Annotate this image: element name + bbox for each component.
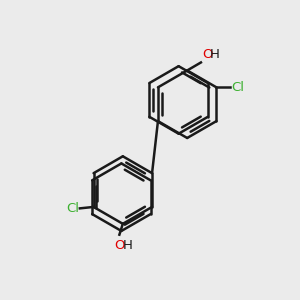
Text: Cl: Cl xyxy=(231,81,244,94)
Text: H: H xyxy=(210,48,220,61)
Text: O: O xyxy=(115,239,125,252)
Text: Cl: Cl xyxy=(66,202,79,215)
Text: O: O xyxy=(202,48,212,61)
Text: H: H xyxy=(123,239,133,252)
